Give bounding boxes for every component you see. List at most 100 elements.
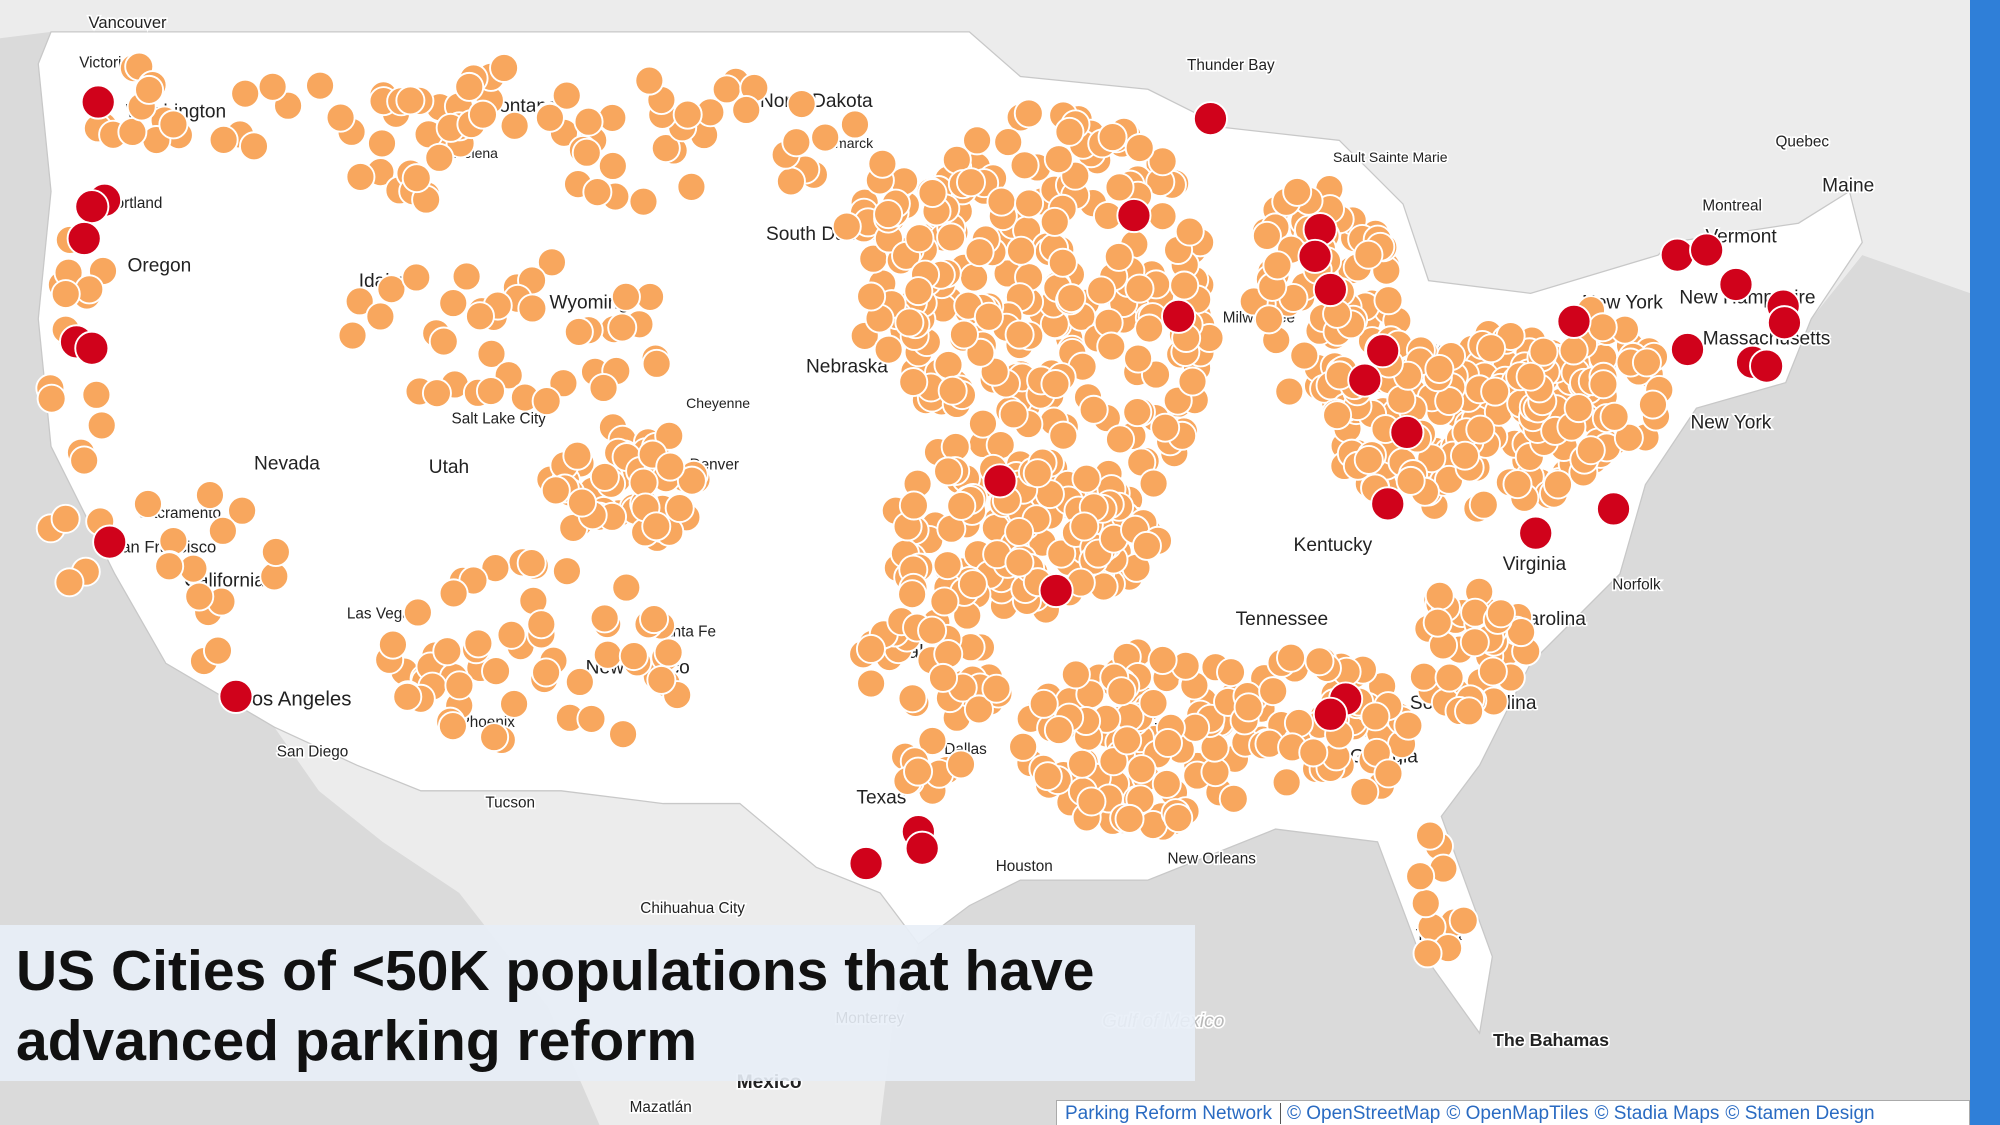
attribution-link[interactable]: © Stadia Maps (1594, 1103, 1720, 1124)
city-marker (1274, 376, 1305, 407)
attribution-link[interactable]: © OpenMapTiles (1446, 1103, 1589, 1124)
place-label: Oregon (128, 256, 192, 277)
place-label: Norfolk (1612, 576, 1661, 593)
city-marker (1216, 657, 1246, 688)
city-marker (897, 683, 928, 714)
city-marker (207, 515, 238, 546)
city-marker (1412, 938, 1443, 969)
city-marker (564, 666, 595, 697)
city-marker (731, 94, 762, 125)
place-label: North Dakota (760, 91, 873, 112)
city-marker (1004, 516, 1035, 547)
city-marker (81, 379, 112, 410)
city-marker (1046, 538, 1077, 569)
city-marker (1218, 783, 1249, 814)
title-background (0, 925, 1195, 1081)
canada (0, 0, 1971, 536)
city-marker (1543, 469, 1573, 500)
city-marker (1480, 376, 1511, 407)
place-label: Kentucky (1294, 535, 1373, 556)
city-marker (1112, 725, 1143, 756)
city-marker (132, 488, 163, 519)
city-marker (344, 286, 375, 317)
city-marker (929, 586, 960, 617)
city-marker (202, 635, 233, 666)
city-marker (325, 102, 356, 133)
city-marker (928, 662, 959, 693)
city-marker (1563, 393, 1594, 424)
city-marker (1105, 424, 1135, 455)
city-marker (654, 420, 685, 451)
city-markers (35, 51, 1802, 969)
city-marker (1637, 389, 1668, 420)
city-marker (1289, 340, 1320, 371)
place-label: Cheyenne (686, 395, 750, 411)
city-marker (424, 142, 455, 173)
city-marker (610, 281, 641, 312)
city-marker (998, 399, 1029, 430)
city-marker (1147, 645, 1178, 675)
attribution-link[interactable]: © Stamen Design (1725, 1103, 1875, 1124)
city-marker (963, 694, 994, 725)
city-marker (1114, 803, 1145, 834)
city-marker (421, 378, 452, 409)
city-marker (641, 348, 672, 379)
city-marker (1253, 304, 1284, 335)
city-marker (158, 109, 189, 140)
city-marker (1147, 146, 1178, 177)
city-marker (517, 293, 548, 324)
city-marker (50, 279, 81, 310)
city-marker (551, 556, 582, 587)
city-marker (1006, 235, 1037, 266)
city-marker (345, 161, 376, 192)
city-marker (904, 223, 935, 254)
highlight-city-marker (1766, 305, 1802, 341)
city-marker (1104, 172, 1135, 203)
city-marker (1004, 547, 1035, 578)
city-marker (1454, 696, 1485, 727)
highlight-city-marker (1389, 414, 1425, 450)
place-label: Chihuahua City (640, 900, 745, 917)
city-marker (451, 261, 482, 292)
map-title: US Cities of <50K populations that have … (16, 939, 1095, 1073)
highlight-city-marker (904, 830, 940, 866)
city-marker (1322, 400, 1353, 431)
highlight-city-marker (1659, 237, 1695, 273)
city-marker (1054, 116, 1085, 147)
city-marker (1096, 331, 1127, 362)
city-marker (1449, 440, 1480, 471)
highlight-city-marker (218, 678, 254, 714)
city-marker (257, 71, 288, 102)
city-marker (1124, 133, 1155, 164)
place-label: Sault Sainte Marie (1333, 149, 1448, 165)
city-marker (475, 376, 506, 407)
city-marker (1106, 676, 1137, 707)
city-marker (967, 408, 998, 439)
city-marker (831, 211, 862, 242)
highlight-city-marker (1556, 303, 1592, 339)
city-marker (1502, 469, 1533, 500)
city-marker (1251, 220, 1282, 251)
city-marker (1086, 275, 1117, 306)
place-label: Houston (996, 858, 1053, 875)
city-marker (463, 628, 494, 659)
city-marker (1013, 98, 1044, 129)
city-marker (1032, 761, 1063, 792)
highlight-city-marker (1116, 198, 1152, 234)
place-label: Salt Lake City (452, 410, 547, 427)
place-label: Los Angeles (240, 688, 351, 710)
city-marker (933, 456, 964, 487)
city-marker (948, 319, 979, 350)
highlight-city-marker (1749, 348, 1785, 384)
city-marker (1126, 754, 1157, 785)
city-marker (154, 551, 185, 582)
city-marker (367, 128, 397, 159)
attribution-link[interactable]: Parking Reform Network (1065, 1103, 1281, 1124)
attribution-link[interactable]: © OpenStreetMap (1286, 1103, 1441, 1124)
city-marker (1174, 216, 1205, 247)
city-marker (775, 166, 806, 197)
city-marker (54, 567, 85, 598)
city-marker (438, 578, 469, 609)
city-marker (1014, 188, 1045, 219)
